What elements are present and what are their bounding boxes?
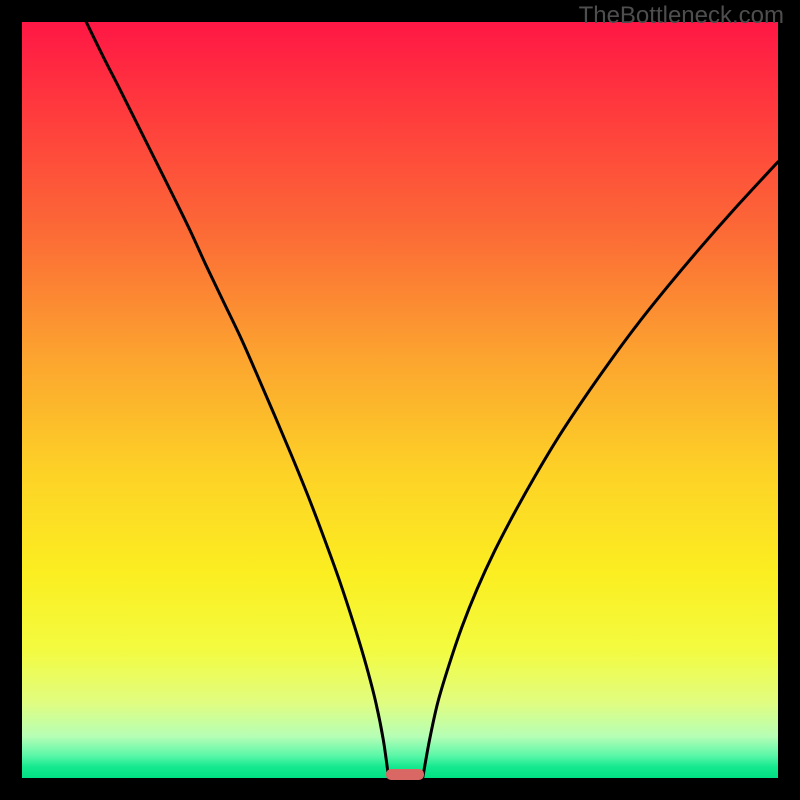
optimal-point-marker [386,769,424,780]
watermark-text: TheBottleneck.com [579,2,784,30]
chart-plot-area [22,22,778,778]
